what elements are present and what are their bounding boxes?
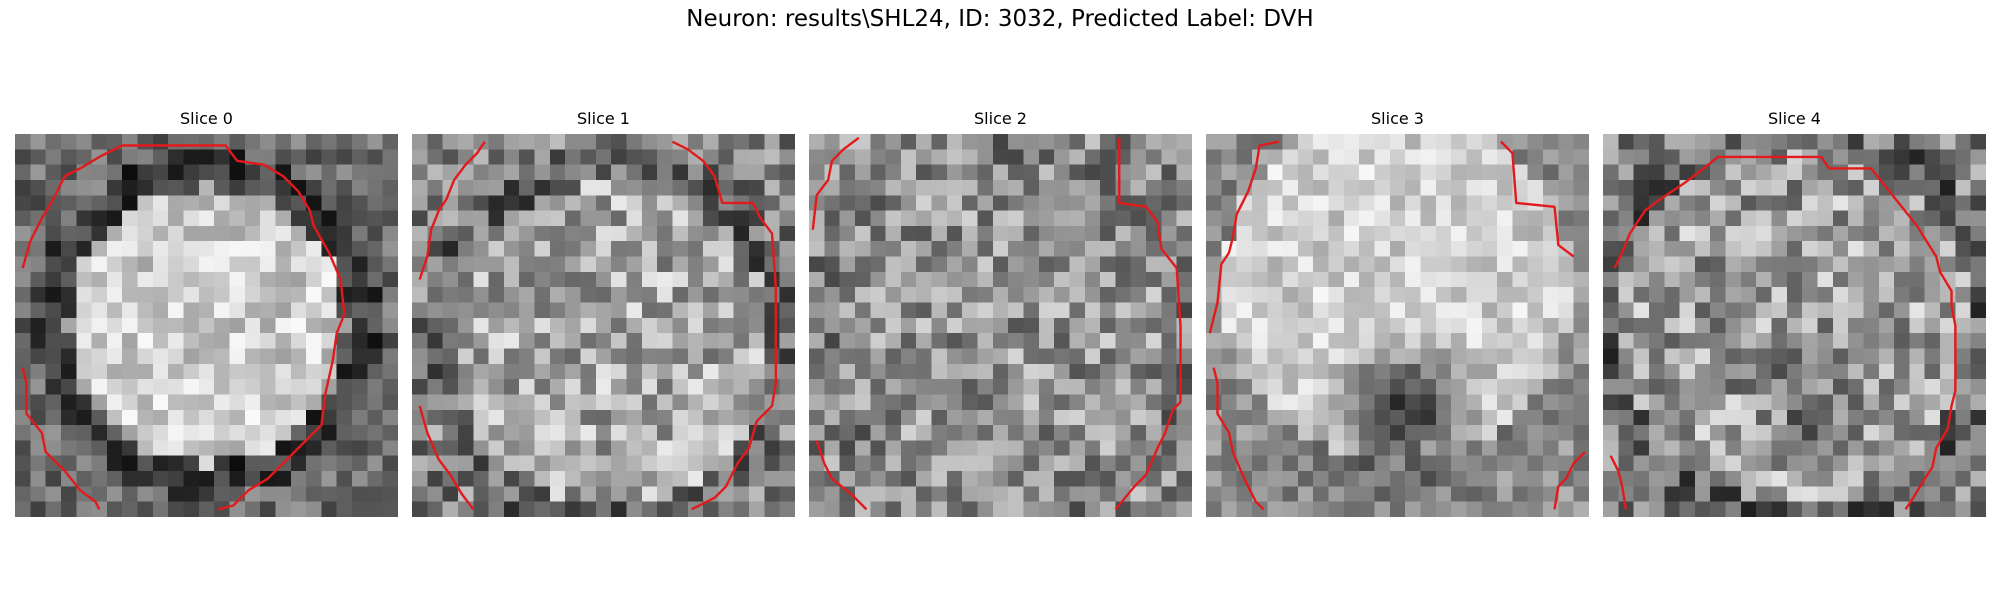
slice-panel-4: Slice 4 [1603, 108, 1986, 130]
slice-panel-1: Slice 1 [412, 108, 795, 130]
slice-image [809, 134, 1192, 517]
contour-line [672, 142, 775, 510]
slice-image [15, 134, 398, 517]
contour-line [813, 138, 859, 230]
contour-line [1214, 368, 1264, 510]
slice-title: Slice 0 [180, 109, 233, 128]
slice-image [1603, 134, 1986, 517]
contour-overlay [1206, 134, 1589, 517]
slice-image [412, 134, 795, 517]
slice-title: Slice 2 [974, 109, 1027, 128]
contour-line [1555, 452, 1586, 509]
contour-line [420, 406, 474, 509]
contour-line [1501, 142, 1574, 257]
slice-title: Slice 4 [1768, 109, 1821, 128]
slice-panel-3: Slice 3 [1206, 108, 1589, 130]
figure-title: Neuron: results\SHL24, ID: 3032, Predict… [686, 6, 1314, 32]
contour-overlay [412, 134, 795, 517]
slice-panel-0: Slice 0 [15, 108, 398, 130]
contour-line [420, 142, 485, 280]
contour-line [23, 368, 100, 510]
contour-line [23, 145, 345, 509]
contour-line [1611, 456, 1626, 510]
slice-image [1206, 134, 1589, 517]
slice-title: Slice 1 [577, 109, 630, 128]
contour-line [817, 440, 867, 509]
contour-line [1115, 138, 1180, 510]
contour-overlay [809, 134, 1192, 517]
contour-line [1210, 142, 1279, 333]
contour-overlay [1603, 134, 1986, 517]
contour-line [1614, 157, 1955, 509]
slice-panel-2: Slice 2 [809, 108, 1192, 130]
contour-overlay [15, 134, 398, 517]
slice-title: Slice 3 [1371, 109, 1424, 128]
